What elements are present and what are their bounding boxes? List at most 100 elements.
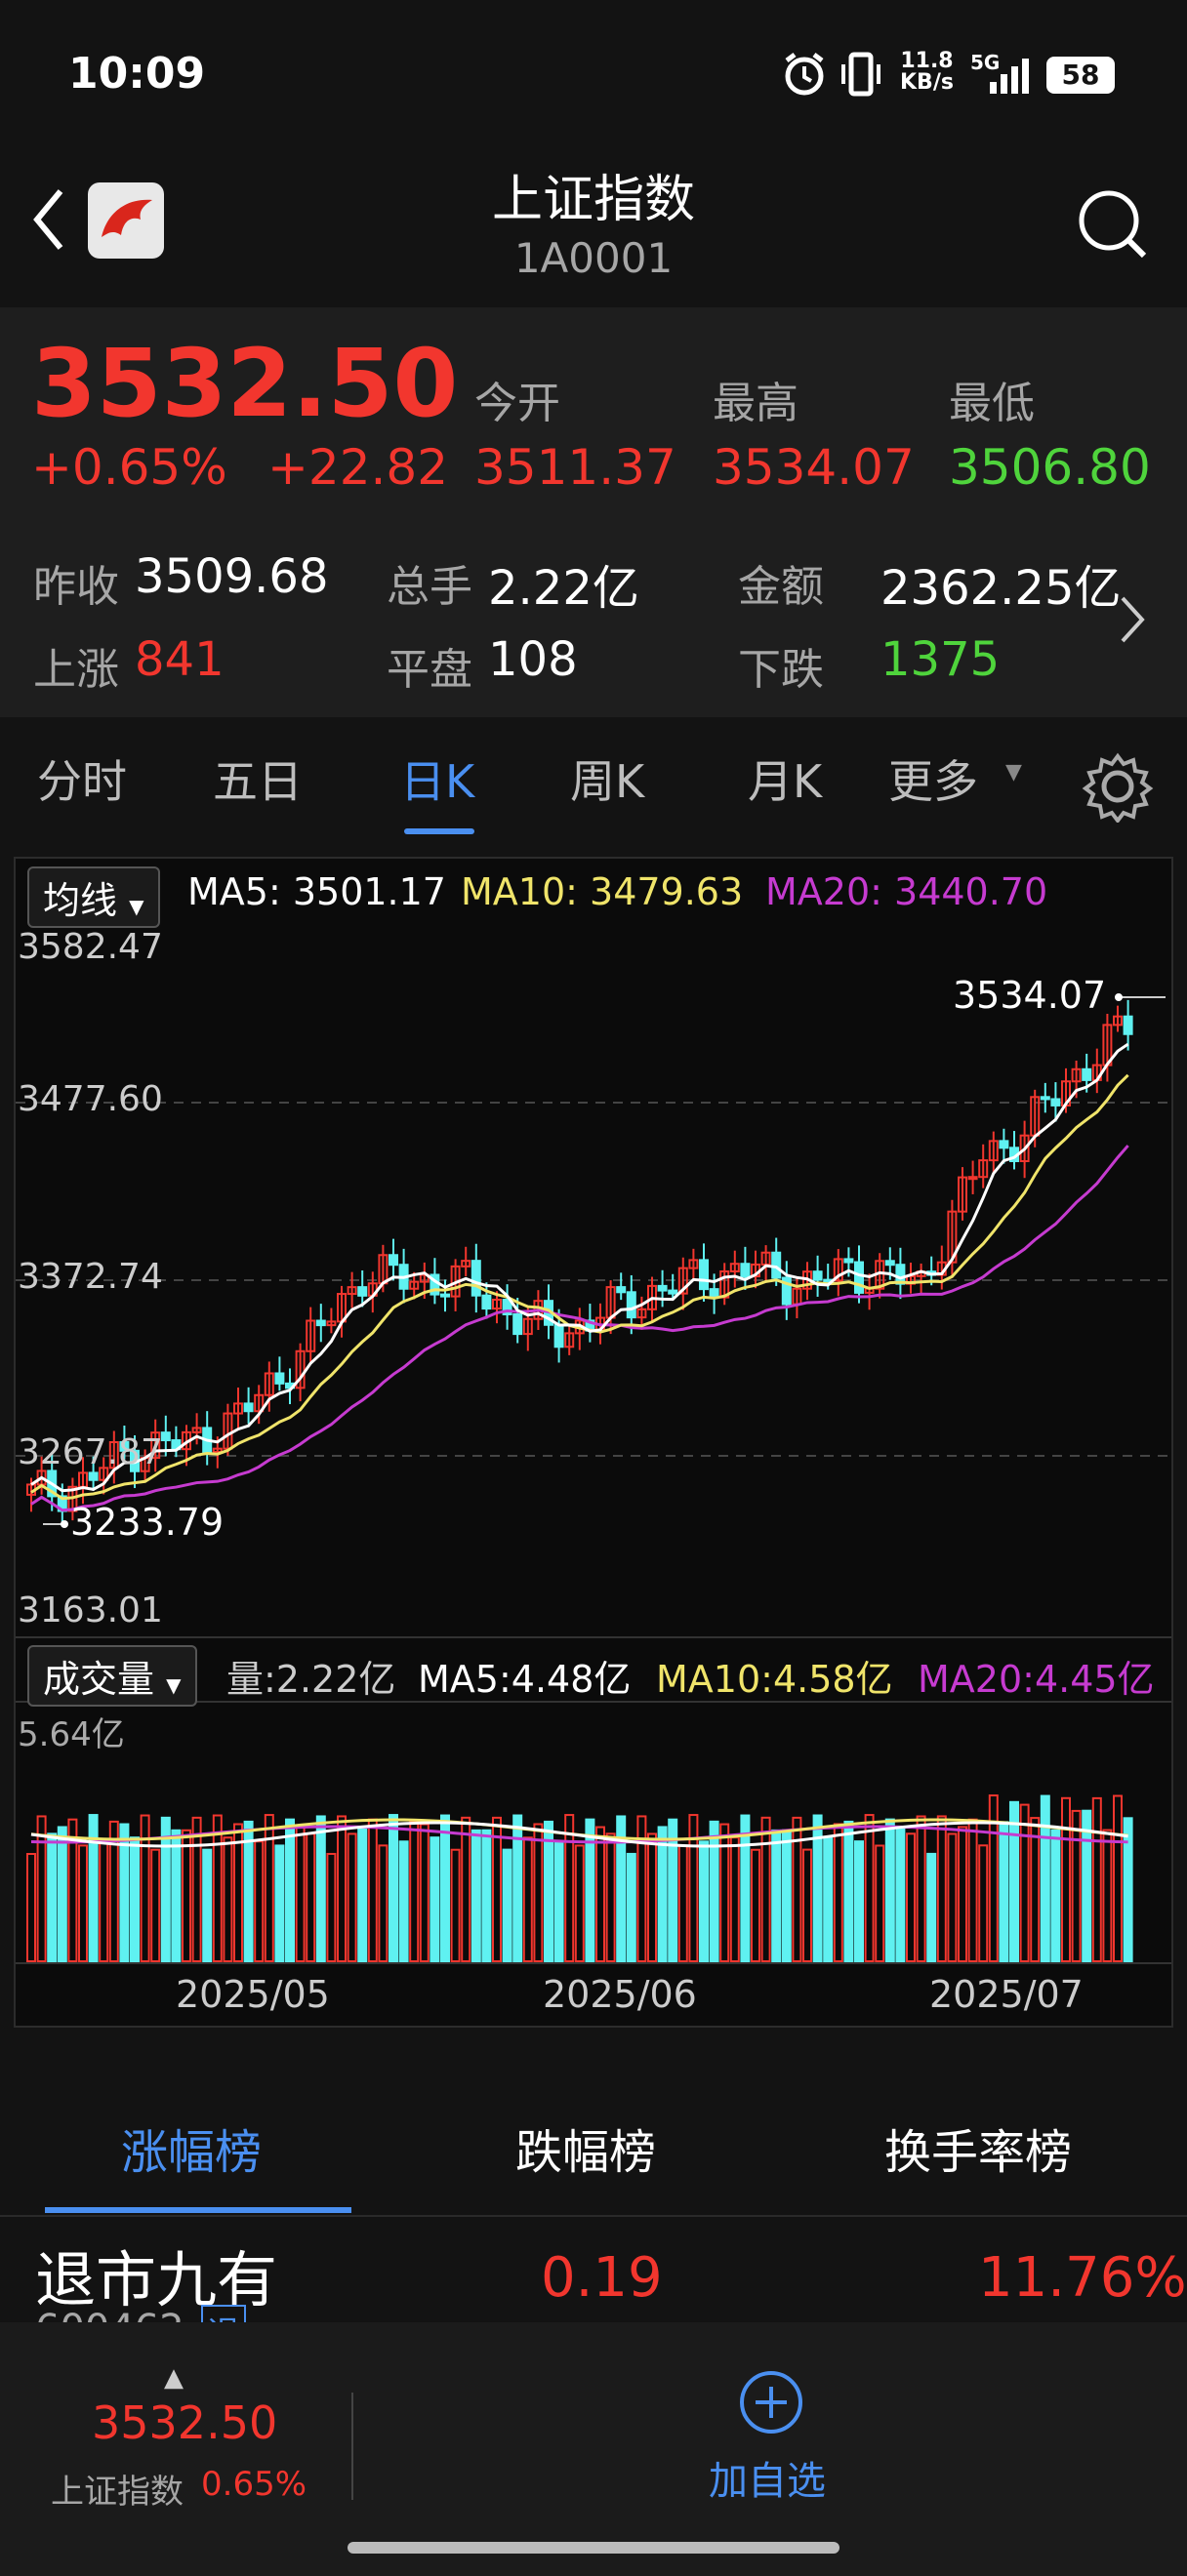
candle-body [677, 1267, 688, 1295]
signal-type: 5G [970, 51, 1001, 74]
tab-turnover-rate[interactable]: 换手率榜 [884, 2125, 1073, 2180]
candle-body [315, 1319, 326, 1327]
ma5-line [30, 1042, 1129, 1493]
candle-body [553, 1323, 564, 1348]
candle-body [988, 1140, 999, 1162]
volume-bar [47, 1832, 58, 1962]
kline-chart-panel[interactable]: 均线 ▼ MA5: 3501.17 MA10: 3479.63 MA20: 34… [14, 857, 1173, 2028]
tab-top-losers[interactable]: 跌幅榜 [515, 2125, 657, 2180]
chevron-right-icon[interactable] [1113, 590, 1152, 649]
volume-bar [130, 1836, 140, 1962]
candle-body [843, 1258, 854, 1264]
volume-bar [264, 1814, 274, 1962]
settings-gear-icon[interactable] [1082, 750, 1154, 823]
volume-bar [78, 1844, 88, 1962]
candle-body [999, 1140, 1009, 1149]
ma10-label: MA10: 3479.63 [461, 870, 744, 913]
stock-name: 退市九有 [35, 2244, 278, 2315]
tab-top-gainers[interactable]: 涨幅榜 [121, 2125, 263, 2180]
volume-bar [99, 1840, 109, 1963]
candle-body [243, 1402, 254, 1413]
candle-body [409, 1280, 420, 1290]
tab-monthly-k[interactable]: 月K [748, 755, 823, 808]
volume-bar [740, 1814, 751, 1963]
volume-value-label: 量:2.22亿 [226, 1658, 396, 1701]
volume-bar [1040, 1794, 1050, 1963]
status-bar: 10:09 11.8 KB/s 5G 58 [0, 0, 1187, 146]
candle-body [481, 1294, 492, 1310]
change-amount: +22.82 [267, 439, 449, 496]
volume-ma5-label: MA5:4.48亿 [418, 1658, 632, 1701]
volume-bar [802, 1848, 812, 1963]
high-value: 3534.07 [713, 439, 915, 496]
candle-body [978, 1159, 989, 1179]
ma20-label: MA20: 3440.70 [765, 870, 1048, 913]
volume-bar [1071, 1809, 1082, 1963]
decliners-label: 下跌 [738, 645, 824, 695]
volume-bar [647, 1832, 657, 1962]
prev-close-value: 3509.68 [135, 549, 329, 604]
dolphin-logo-icon [102, 199, 152, 237]
volume-bar [461, 1816, 471, 1962]
candle-body [347, 1286, 357, 1296]
volume-bar [771, 1829, 782, 1962]
volume-bar [760, 1816, 771, 1963]
volume-bar [595, 1826, 605, 1962]
collapse-arrow-icon[interactable]: ▲ [164, 2363, 184, 2393]
search-icon[interactable] [1074, 185, 1152, 263]
alarm-icon [785, 53, 824, 96]
stock-price: 0.19 [541, 2246, 663, 2310]
volume-bar [108, 1820, 119, 1963]
candle-body [99, 1467, 109, 1481]
volume-bar [1082, 1809, 1092, 1962]
volume-bar [409, 1820, 420, 1962]
decliners-value: 1375 [880, 632, 1001, 687]
tab-more[interactable]: 更多 [888, 755, 978, 808]
low-value: 3506.80 [949, 439, 1151, 496]
volume-bar [57, 1826, 67, 1963]
candle-body [895, 1264, 906, 1285]
candle-body [160, 1431, 171, 1442]
kline-chart[interactable] [16, 859, 1171, 2026]
volume-bar [202, 1848, 213, 1963]
candle-body [471, 1260, 481, 1297]
ma5-label: MA5: 3501.17 [187, 870, 446, 913]
candle-body [295, 1349, 306, 1389]
volume-ma10-label: MA10:4.58亿 [656, 1658, 893, 1701]
current-price: 3532.50 [31, 329, 459, 438]
volume-bar [616, 1815, 627, 1962]
volume-bar [440, 1814, 450, 1963]
volume-bar [906, 1832, 916, 1962]
candle-body [833, 1258, 843, 1282]
candle-body [958, 1176, 967, 1213]
candle-body [771, 1251, 782, 1279]
volume-bar [958, 1826, 967, 1963]
volume-bar [605, 1832, 616, 1962]
tab-intraday[interactable]: 分时 [37, 755, 127, 808]
rank-tab-indicator [45, 2207, 351, 2213]
volume-bar [26, 1853, 36, 1962]
app-logo [88, 182, 164, 259]
volume-top-tick: 5.64亿 [18, 1715, 125, 1754]
volume-bar [823, 1836, 834, 1963]
candle-body [440, 1293, 450, 1298]
volume-bar [1019, 1803, 1030, 1962]
back-icon[interactable] [29, 185, 68, 254]
volume-bar [140, 1814, 150, 1962]
page-title: 上证指数 [491, 171, 695, 229]
candle-body [233, 1402, 243, 1415]
rank-row[interactable]: 退市九有 600462 退 0.19 11.76% [0, 2217, 1187, 2356]
ma-dropdown[interactable]: 均线 ▼ [27, 866, 160, 928]
candle-body [699, 1259, 709, 1291]
ma10-line [30, 1073, 1129, 1501]
tab-daily-k[interactable]: 日K [400, 755, 475, 808]
prev-close-label: 昨收 [33, 562, 119, 612]
tab-weekly-k[interactable]: 周K [570, 755, 645, 808]
x-tick-label: 2025/05 [176, 1973, 330, 2016]
volume-bar [481, 1829, 492, 1962]
volume-bar [751, 1848, 760, 1962]
volume-dropdown[interactable]: 成交量 ▼ [27, 1645, 197, 1707]
tab-five-day[interactable]: 五日 [213, 755, 303, 808]
candle-body [389, 1254, 398, 1267]
add-to-watchlist-button[interactable]: 加自选 [683, 2369, 859, 2516]
